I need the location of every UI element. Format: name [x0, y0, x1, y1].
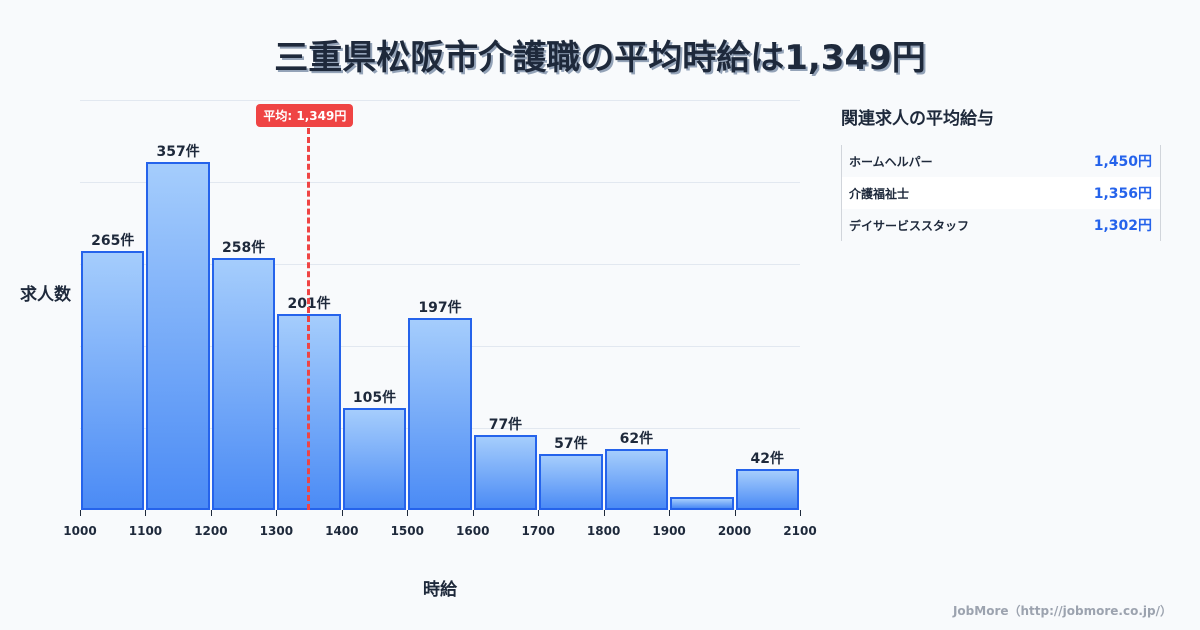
related-jobs-title: 関連求人の平均給与 — [841, 109, 994, 129]
x-tick — [472, 510, 474, 516]
y-axis-label: 求人数 — [20, 285, 71, 305]
related-job-name: デイサービススタッフ — [849, 218, 970, 233]
histogram-chart: 265件 357件 258件 201件 105件 197件 77件 57件 62件 42件 平均:… — [80, 100, 800, 510]
related-job-wage: 1,450円 — [1093, 154, 1152, 170]
histogram-bar — [81, 251, 145, 510]
gridline — [80, 182, 800, 183]
x-tick-label: 1100 — [128, 524, 163, 538]
page-title: 三重県松阪市介護職の平均時給は1,349円 — [274, 38, 926, 78]
related-job-row: 介護福祉士 1,356円 — [842, 177, 1160, 209]
x-tick — [210, 510, 212, 516]
histogram-bar — [670, 497, 734, 510]
x-tick-label: 1500 — [390, 524, 424, 538]
x-tick-label: 1300 — [259, 524, 294, 538]
histogram-bar — [342, 407, 407, 510]
related-jobs-table: ホームヘルパー 1,450円 介護福祉士 1,356円 デイサービススタッフ 1… — [841, 145, 1161, 241]
x-tick — [80, 510, 81, 516]
x-tick — [341, 510, 343, 516]
x-tick — [734, 510, 736, 516]
bar-value-label: 77件 — [488, 416, 523, 433]
x-axis-label: 時給 — [423, 580, 457, 600]
histogram-bar — [735, 469, 799, 510]
related-job-name: 介護福祉士 — [849, 186, 910, 201]
x-tick — [800, 510, 801, 516]
histogram-bar — [539, 454, 603, 510]
x-tick-label: 1600 — [456, 524, 490, 538]
x-tick — [669, 510, 671, 516]
footer-credit: JobMore（http://jobmore.co.jp/） — [952, 604, 1172, 618]
related-job-wage: 1,302円 — [1093, 218, 1152, 234]
related-job-row: デイサービススタッフ 1,302円 — [842, 209, 1160, 241]
x-tick-label: 2100 — [783, 524, 817, 538]
histogram-bar — [146, 161, 210, 510]
x-axis: 1000 1100 1200 1300 1400 1500 1600 1700 1800 1900… — [63, 510, 817, 540]
x-tick — [407, 510, 409, 516]
x-tick-label: 1200 — [194, 524, 228, 538]
gridline — [80, 100, 800, 101]
average-line — [307, 128, 311, 510]
x-tick-label: 1700 — [521, 524, 555, 538]
x-tick-label: 1900 — [652, 524, 686, 538]
x-tick-label: 1000 — [63, 524, 97, 538]
bar-value-label: 62件 — [619, 431, 654, 448]
x-tick — [603, 510, 605, 516]
bar-value-label: 42件 — [750, 451, 784, 467]
average-badge: 平均: 1,349円 — [256, 104, 354, 127]
x-tick — [538, 510, 540, 516]
x-tick — [145, 510, 147, 516]
related-job-wage: 1,356円 — [1093, 186, 1152, 202]
histogram-bar — [473, 434, 538, 510]
histogram-bar — [604, 449, 669, 510]
bar-value-label: 197件 — [418, 299, 462, 316]
bar-value-label: 265件 — [91, 233, 135, 250]
histogram-bar — [408, 317, 472, 510]
gridline — [80, 264, 800, 265]
related-job-name: ホームヘルパー — [849, 154, 933, 169]
bar-value-label: 357件 — [156, 143, 200, 160]
related-job-row: ホームヘルパー 1,450円 — [842, 145, 1160, 177]
x-tick-label: 1400 — [325, 524, 359, 538]
x-tick-label: 2000 — [717, 524, 752, 538]
histogram-bar — [211, 258, 276, 510]
bar-value-label: 105件 — [352, 389, 397, 406]
x-tick-label: 1800 — [586, 524, 621, 538]
bar-value-label: 258件 — [222, 240, 266, 257]
bar-value-label: 57件 — [554, 436, 588, 453]
x-tick — [276, 510, 278, 516]
